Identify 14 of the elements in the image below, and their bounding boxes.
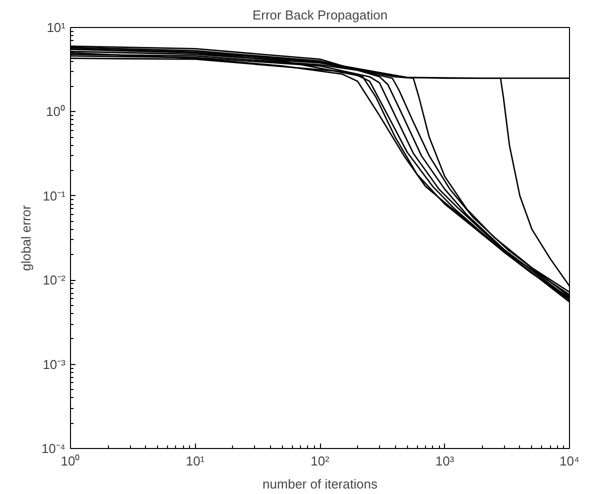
y-tick-label: 10⁻³ — [42, 356, 66, 372]
y-axis-title: global error — [18, 204, 34, 271]
x-axis-title: number of iterations — [262, 476, 378, 492]
y-tick-label: 10⁻² — [42, 272, 66, 288]
x-tick-label: 10⁰ — [60, 454, 80, 468]
x-tick-label: 10³ — [435, 454, 455, 468]
y-tick-label: 10⁰ — [46, 104, 66, 120]
y-tick-label: 10⁻¹ — [42, 188, 66, 204]
chart-title: Error Back Propagation — [252, 8, 388, 22]
y-tick-label: 10¹ — [46, 20, 66, 35]
x-tick-label: 10¹ — [186, 454, 206, 468]
y-tick-label: 10⁻⁴ — [41, 441, 66, 456]
x-tick-label: 10² — [310, 454, 330, 468]
x-tick-label: 10⁴ — [559, 454, 580, 468]
